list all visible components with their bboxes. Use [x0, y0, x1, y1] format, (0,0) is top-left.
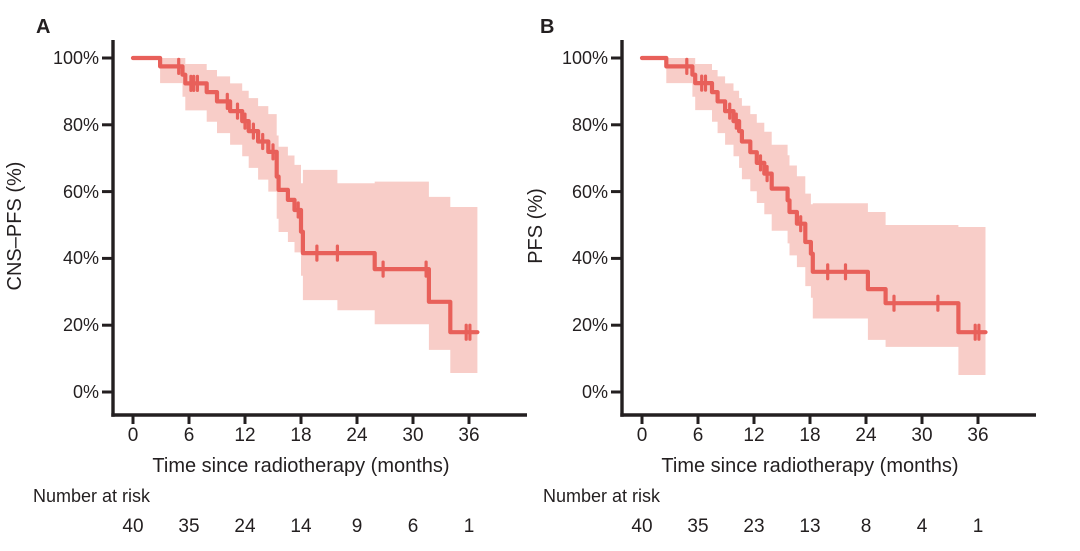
panel-a-number-at-risk-label: Number at risk [33, 486, 151, 506]
risk-count: 1 [463, 516, 475, 537]
risk-count: 13 [799, 516, 821, 537]
x-tick-label: 12 [234, 425, 256, 446]
risk-count: 6 [407, 516, 419, 537]
x-tick-label: 30 [911, 425, 933, 446]
y-tick-label: 60% [571, 182, 608, 202]
confidence-band-panel-a [160, 58, 478, 373]
risk-count: 9 [351, 516, 363, 537]
risk-count: 14 [290, 516, 312, 537]
risk-count: 1 [972, 516, 984, 537]
panel-a-x-axis-title: Time since radiotherapy (months) [152, 455, 450, 477]
y-tick-label: 20% [62, 315, 99, 335]
x-tick-label: 6 [692, 425, 704, 446]
x-tick-label: 18 [290, 425, 312, 446]
y-tick-label: 100% [52, 48, 99, 68]
risk-count: 8 [860, 516, 872, 537]
risk-count: 40 [122, 516, 144, 537]
x-tick-label: 36 [967, 425, 989, 446]
y-tick-label: 80% [571, 115, 608, 135]
panel-b-y-axis-title: PFS (%) [525, 188, 547, 264]
x-tick-label: 0 [127, 425, 139, 446]
confidence-band-panel-b [666, 58, 986, 375]
x-tick-label: 24 [855, 425, 877, 446]
y-tick-label: 40% [571, 248, 608, 268]
x-tick-label: 24 [346, 425, 368, 446]
y-tick-label: 20% [571, 315, 608, 335]
risk-count: 24 [234, 516, 256, 537]
x-tick-label: 6 [183, 425, 195, 446]
panel-b-label: B [540, 16, 555, 38]
risk-count: 35 [687, 516, 709, 537]
y-tick-label: 40% [62, 248, 99, 268]
panel-b-x-axis-title: Time since radiotherapy (months) [661, 455, 959, 477]
risk-count: 40 [631, 516, 653, 537]
x-tick-label: 36 [458, 425, 480, 446]
y-tick-label: 60% [62, 182, 99, 202]
y-tick-label: 0% [581, 382, 608, 402]
x-tick-label: 18 [799, 425, 821, 446]
panel-a-label: A [36, 16, 51, 38]
y-tick-label: 0% [72, 382, 99, 402]
y-tick-label: 80% [62, 115, 99, 135]
panel-b-number-at-risk-label: Number at risk [543, 486, 661, 506]
survival-curve-panel-a [130, 55, 480, 335]
panel-a-y-axis-title: CNS–PFS (%) [4, 161, 26, 291]
risk-count: 23 [743, 516, 765, 537]
risk-count: 35 [178, 516, 200, 537]
y-tick-label: 100% [561, 48, 608, 68]
x-tick-label: 0 [636, 425, 648, 446]
x-tick-label: 12 [743, 425, 765, 446]
risk-count: 4 [916, 516, 928, 537]
x-tick-label: 30 [402, 425, 424, 446]
